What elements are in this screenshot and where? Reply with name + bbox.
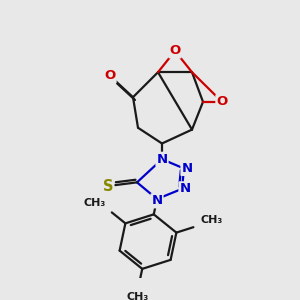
Text: N: N [152,194,163,207]
Text: CH₃: CH₃ [126,292,148,300]
Text: CH₃: CH₃ [201,215,223,225]
Text: N: N [179,182,191,195]
Text: N: N [182,162,193,175]
Text: O: O [169,44,181,57]
Text: N: N [156,153,168,166]
Text: O: O [104,69,116,82]
Text: S: S [103,178,113,194]
Text: CH₃: CH₃ [83,198,106,208]
Text: O: O [216,95,228,108]
